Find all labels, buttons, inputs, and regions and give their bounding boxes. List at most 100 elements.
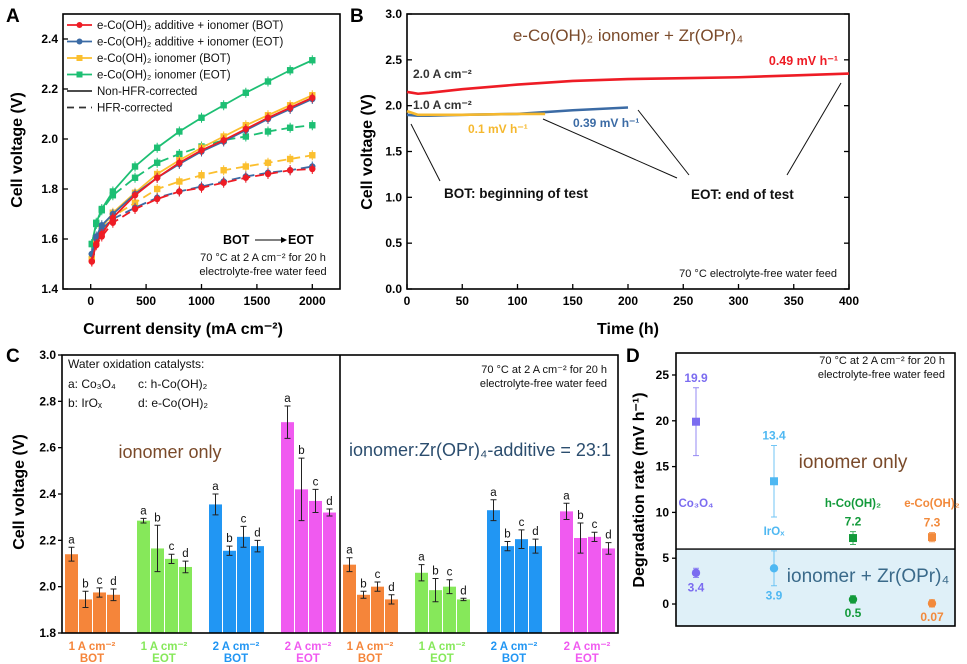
panel-d-value-ionomer-only: 7.2 [845, 515, 862, 529]
panel-b-x-tick-label: 200 [618, 294, 638, 308]
panel-a-series-line [90, 168, 313, 262]
panel-c-error-bar [140, 517, 147, 524]
panel-c-legend-title: Water oxidation catalysts: [68, 357, 204, 371]
panel-a-legend-label: e-Co(OH)₂ additive + ionomer (EOT) [97, 37, 283, 49]
panel-c-group-label-current: 2 A cm⁻² [564, 641, 611, 653]
panel-c-bar [323, 512, 336, 633]
panel-d-region-ionomer-only: ionomer only [799, 452, 908, 473]
panel-a-data-point [220, 102, 227, 109]
panel-b-x-tick-label: 350 [784, 294, 804, 308]
panel-c-bar [501, 546, 514, 633]
panel-a-y-tick-label: 1.4 [41, 282, 58, 296]
panel-a-legend-marker [76, 22, 83, 28]
panel-a-arrowhead-icon [281, 237, 287, 243]
panel-a-data-point [220, 137, 227, 144]
panel-d-category-label: h-Co(OH)₂ [825, 498, 881, 510]
panel-c-bar [295, 489, 308, 633]
panel-c-bar [487, 510, 500, 633]
panel-c-section-ionomer-only: ionomer only [118, 442, 221, 462]
panel-c-bar [79, 599, 92, 633]
panel-c-y-tick-label: 1.8 [39, 626, 56, 640]
panel-c-y-tick-label: 2.6 [39, 441, 56, 455]
panel-c-bar-letter: a [346, 545, 353, 557]
panel-d-y-tick-label: 0 [662, 597, 669, 611]
panel-c-error-bar [563, 502, 570, 520]
panel-a-data-point [309, 57, 316, 64]
panel-c-bar [179, 566, 192, 633]
panel-c-error-bar [284, 405, 291, 439]
panel-d-y-tick-label: 15 [656, 460, 670, 474]
panel-c-bar [137, 520, 150, 633]
panel-b-y-tick-label: 1.0 [385, 190, 402, 204]
panel-a-legend-label: HFR-corrected [97, 103, 172, 115]
panel-c-condition-1: 70 °C at 2 A cm⁻² for 20 h [481, 364, 607, 376]
panel-c-bar-letter: a [140, 505, 147, 517]
panel-d-value-ionomer-only: 7.3 [924, 516, 941, 530]
panel-c-group-label-time: BOT [224, 653, 248, 664]
panel-c-bar [65, 554, 78, 633]
panel-c-group-label-time: EOT [296, 653, 320, 664]
panel-c-y-tick-label: 3.0 [39, 348, 56, 362]
panel-c-error-bar [446, 579, 453, 595]
panel-c-bar-letter: c [169, 541, 175, 553]
panel-c-bar-letter: d [532, 526, 538, 538]
panel-a-data-point [93, 240, 100, 248]
panel-c-bar-letter: b [298, 445, 304, 457]
panel-c-bar [357, 594, 370, 633]
panel-a-data-point [176, 150, 183, 158]
panel-b-y-tick-label: 2.0 [385, 99, 402, 113]
panel-c-bar-letter: b [432, 566, 438, 578]
panel-c-bar-letter: c [519, 517, 525, 529]
panel-a-data-point [176, 188, 183, 195]
panel-a-y-tick-label: 2.0 [41, 132, 58, 146]
panel-a-y-tick-label: 1.8 [41, 182, 58, 196]
panel-a-series-line [90, 165, 313, 255]
panel-a-data-point [198, 184, 205, 191]
panel-d-category-label: IrOₓ [764, 526, 786, 538]
panel-a-data-point [264, 170, 272, 178]
panel-b-y-tick-label: 0.0 [385, 282, 402, 296]
panel-c-group-label-current: 2 A cm⁻² [491, 641, 538, 653]
panel-c-error-bar [577, 522, 584, 554]
panel-b-y-tick-label: 1.5 [385, 145, 402, 159]
panel-c-bar [237, 536, 250, 633]
panel-d-point-ionomer-only [849, 534, 857, 543]
panel-c-error-bar [298, 457, 305, 522]
panel-c-legend-a: a: Co₃O₄ [68, 377, 116, 391]
panel-c-error-bar [212, 493, 219, 516]
panel-a-data-point [153, 195, 161, 203]
panel-a-data-point [98, 205, 105, 213]
panel-b-x-tick-label: 300 [728, 294, 748, 308]
panel-c-error-bar [532, 538, 539, 554]
panel-b-x-axis-label: Time (h) [597, 321, 659, 338]
panel-a-data-point [153, 144, 161, 151]
panel-c-error-bar [240, 525, 247, 548]
panel-c-error-bar [154, 524, 161, 573]
panel-d-region-zr: ionomer + Zr(OPr)₄ [787, 566, 950, 587]
panel-c-bar-letter: c [447, 567, 453, 579]
panel-c-bar-letter: c [313, 476, 319, 488]
panel-a-x-tick-label: 1000 [188, 294, 215, 308]
panel-a-data-point [153, 185, 161, 193]
panel-b-x-tick-label: 0 [404, 294, 411, 308]
panel-d-point-with-zr [927, 599, 937, 608]
panel-a-chart: Current density (mA cm⁻²) Cell voltage (… [9, 13, 341, 338]
panel-c-bar-letter: a [563, 490, 570, 502]
panel-c-bar [309, 500, 322, 633]
panel-c-error-bar [504, 540, 511, 552]
panel-a-y-tick-label: 1.6 [41, 232, 58, 246]
panel-c-error-bar [518, 529, 525, 549]
panel-c-error-bar [82, 590, 89, 609]
panel-b-x-tick-label: 400 [839, 294, 859, 308]
panel-c-bar [343, 564, 356, 633]
panel-c-bar [602, 548, 615, 633]
panel-c-bar [93, 592, 106, 633]
panel-a-data-point [131, 163, 139, 170]
panel-label-c: C [6, 346, 20, 367]
panel-c-bar-letter: a [68, 534, 75, 546]
panel-c-bar [429, 590, 442, 633]
panel-a-y-tick-label: 2.2 [41, 82, 58, 96]
panel-d-point-with-zr [769, 564, 779, 573]
panel-a-data-point [286, 155, 294, 163]
panel-a-data-point [264, 128, 272, 135]
